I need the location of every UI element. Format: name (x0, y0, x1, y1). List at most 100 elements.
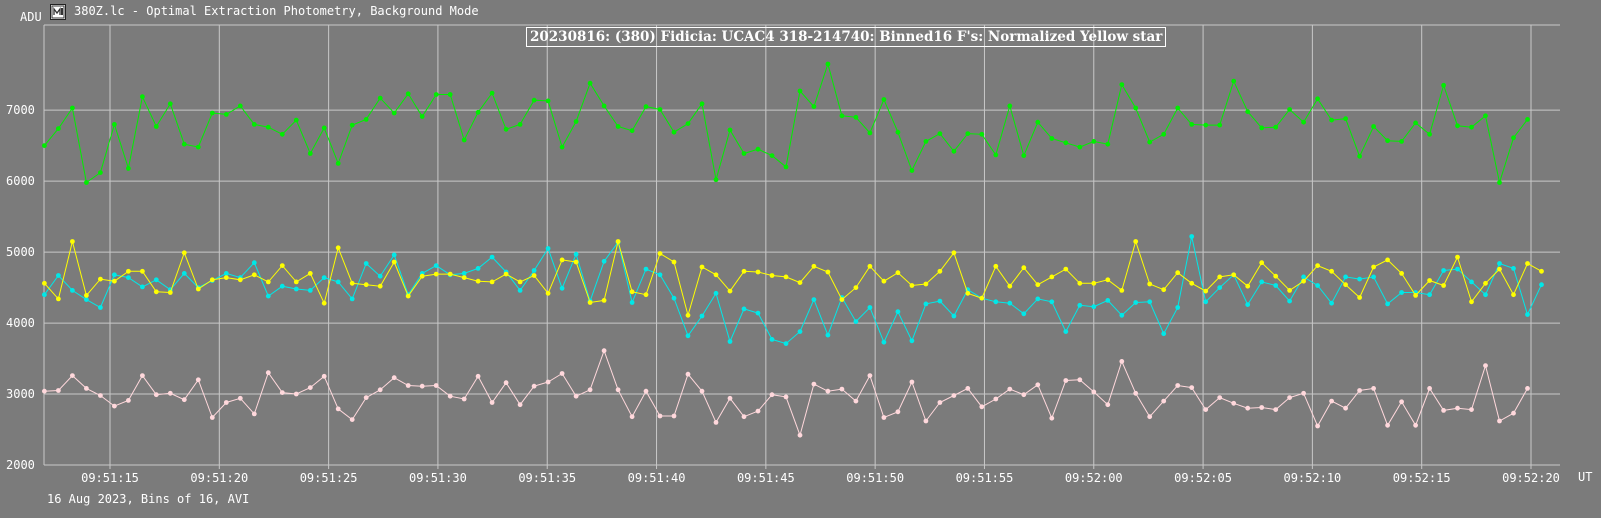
data-point (112, 278, 117, 284)
data-point (419, 114, 425, 119)
data-point (475, 278, 481, 284)
data-point (1287, 107, 1292, 112)
data-point (1245, 302, 1251, 307)
x-tick-label: 09:51:40 (628, 471, 686, 485)
data-point (112, 272, 117, 278)
data-point (1245, 109, 1251, 114)
data-point (1189, 385, 1195, 390)
data-point (461, 271, 467, 276)
data-point (1063, 140, 1069, 146)
data-point (1357, 153, 1362, 159)
data-point (1399, 290, 1404, 295)
data-point (489, 254, 495, 260)
data-point (741, 306, 747, 312)
data-point (1455, 254, 1460, 260)
data-point (1511, 410, 1516, 416)
data-point (587, 80, 593, 86)
data-point (503, 126, 509, 132)
data-point (1385, 257, 1390, 263)
data-point (1049, 415, 1055, 421)
data-point (559, 144, 565, 150)
data-point (615, 124, 621, 129)
data-point (881, 415, 887, 420)
data-point (56, 126, 61, 131)
data-point (349, 296, 355, 302)
data-point (811, 263, 817, 269)
data-point (1287, 395, 1292, 400)
app-window-icon[interactable] (50, 4, 66, 20)
data-point (84, 297, 89, 302)
data-point (713, 177, 719, 183)
data-point (1021, 265, 1027, 271)
series-2 (42, 234, 1544, 346)
data-point (573, 393, 579, 399)
data-point (1105, 277, 1111, 283)
data-point (1161, 331, 1167, 337)
x-tick-label: 09:51:35 (518, 471, 576, 485)
data-point (1161, 287, 1167, 293)
data-point (601, 103, 607, 109)
data-point (475, 373, 481, 379)
data-point (909, 338, 915, 344)
data-point (517, 402, 523, 408)
data-point (237, 277, 243, 283)
data-point (1203, 299, 1209, 305)
data-point (1301, 278, 1306, 284)
data-point (335, 245, 341, 251)
data-point (811, 104, 817, 109)
data-point (727, 395, 733, 401)
data-point (657, 413, 663, 419)
data-point (1455, 123, 1460, 129)
data-point (1511, 266, 1516, 271)
data-point (1357, 388, 1362, 393)
data-point (265, 370, 271, 376)
data-point (209, 415, 215, 420)
data-point (545, 290, 551, 296)
data-point (1133, 390, 1139, 396)
data-point (405, 91, 411, 97)
data-point (377, 95, 383, 101)
data-point (825, 269, 831, 275)
data-point (1483, 292, 1488, 298)
data-point (685, 312, 691, 318)
data-point (671, 129, 677, 135)
data-point (1343, 282, 1348, 288)
data-point (1049, 136, 1055, 141)
data-point (685, 333, 691, 339)
data-point (1273, 124, 1279, 130)
data-point (335, 161, 341, 166)
data-point (783, 341, 789, 346)
data-point (601, 258, 607, 264)
data-point (797, 88, 803, 94)
data-point (1385, 422, 1390, 428)
data-point (125, 166, 131, 171)
data-point (279, 131, 285, 137)
data-point (867, 263, 873, 269)
data-point (1539, 282, 1544, 288)
data-point (727, 288, 733, 294)
data-point (853, 285, 859, 290)
data-point (643, 292, 649, 298)
data-point (671, 413, 677, 419)
data-point (1483, 363, 1488, 368)
data-point (433, 263, 439, 268)
data-point (433, 92, 439, 97)
data-point (545, 246, 551, 251)
data-point (657, 251, 663, 256)
data-point (993, 299, 999, 305)
data-point (153, 124, 159, 129)
data-point (279, 283, 285, 289)
data-point (251, 122, 257, 127)
data-point (573, 119, 579, 124)
data-point (979, 131, 985, 137)
data-point (657, 107, 663, 112)
data-point (70, 105, 75, 111)
data-point (419, 383, 425, 389)
data-point (811, 297, 817, 302)
y-tick-labels: 2000 3000 4000 5000 6000 7000 (6, 103, 35, 472)
data-point (1035, 119, 1041, 125)
x-tick-label: 09:51:55 (956, 471, 1014, 485)
x-tick-label: 09:51:50 (846, 471, 904, 485)
data-point (1175, 305, 1181, 310)
data-point (545, 379, 551, 385)
